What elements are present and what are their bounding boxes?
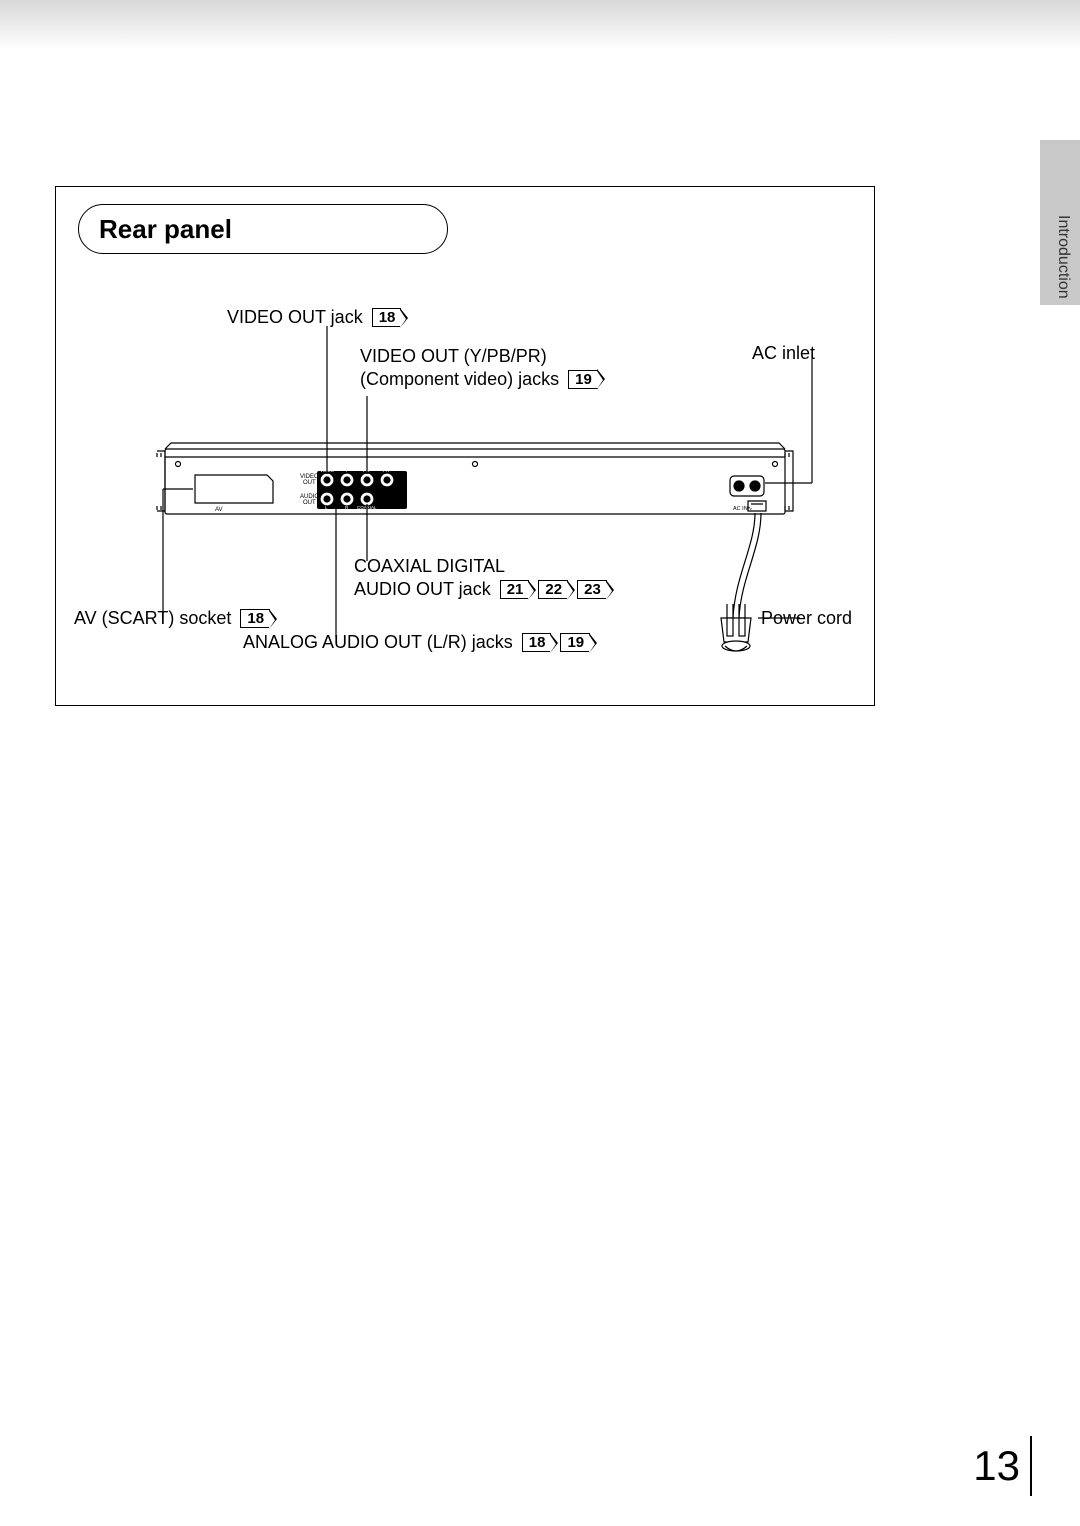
label-component-video: VIDEO OUT (Y/PB/PR) (Component video) ja… bbox=[360, 345, 598, 390]
svg-text:Y: Y bbox=[345, 468, 348, 473]
label-scart: AV (SCART) socket 18 bbox=[74, 608, 270, 629]
svg-text:AV: AV bbox=[215, 507, 223, 513]
pageref: 18 bbox=[240, 609, 270, 628]
label-ac-inlet: AC inlet bbox=[752, 343, 815, 364]
pageref: 22 bbox=[538, 580, 568, 599]
pageref: 21 bbox=[500, 580, 530, 599]
pageref: 19 bbox=[568, 370, 598, 389]
label-power-cord: Power cord bbox=[761, 608, 852, 629]
label-coaxial: COAXIAL DIGITAL AUDIO OUT jack 21 22 23 bbox=[354, 555, 607, 602]
svg-text:PB: PB bbox=[363, 468, 369, 473]
page-number-rule bbox=[1030, 1436, 1032, 1496]
pageref: 19 bbox=[560, 633, 590, 652]
diagram-heading-text: Rear panel bbox=[99, 214, 232, 245]
svg-text:AC IN∿: AC IN∿ bbox=[733, 506, 753, 512]
page-number: 13 bbox=[973, 1442, 1020, 1490]
svg-text:OUT: OUT bbox=[303, 500, 316, 506]
svg-text:OUT: OUT bbox=[303, 480, 316, 486]
diagram-heading: Rear panel bbox=[78, 204, 448, 254]
svg-text:PR: PR bbox=[383, 468, 390, 473]
section-tab-label: Introduction bbox=[1054, 215, 1072, 299]
top-gradient bbox=[0, 0, 1080, 50]
label-analog-audio: ANALOG AUDIO OUT (L/R) jacks 18 19 bbox=[243, 632, 590, 653]
pageref: 18 bbox=[522, 633, 552, 652]
pageref: 18 bbox=[372, 308, 402, 327]
pageref: 23 bbox=[577, 580, 607, 599]
label-video-out: VIDEO OUT jack 18 bbox=[227, 307, 401, 328]
